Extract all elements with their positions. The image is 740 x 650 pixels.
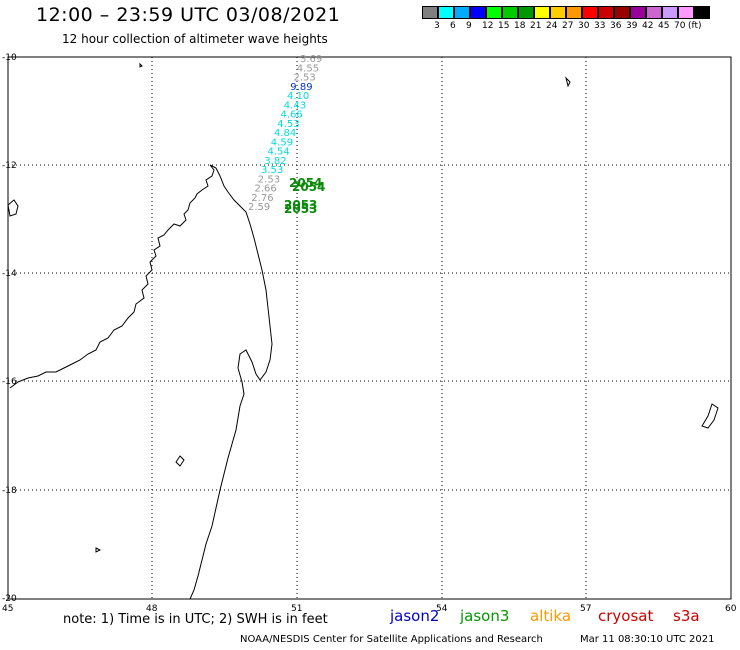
wave-height-label: 2.66 bbox=[255, 184, 277, 195]
legend-label: 39 bbox=[626, 21, 638, 31]
timestamp-text: Mar 11 08:30:10 UTC 2021 bbox=[580, 634, 715, 645]
map-frame bbox=[7, 56, 732, 600]
wave-height-label: 4.55 bbox=[297, 63, 319, 74]
satellite-jason3: jason3 bbox=[460, 607, 510, 625]
legend-swatch bbox=[630, 6, 646, 19]
legend-swatch bbox=[486, 6, 502, 19]
legend-label: 18 bbox=[514, 21, 526, 31]
legend-label: 45 bbox=[658, 21, 670, 31]
legend-swatch bbox=[438, 6, 454, 19]
wave-height-label: 4.43 bbox=[284, 100, 306, 111]
wave-height-label: 4.59 bbox=[271, 137, 293, 148]
lon-tick-label: 54 bbox=[436, 604, 448, 614]
legend-swatch bbox=[646, 6, 662, 19]
lon-tick-labels: 45 48 51 54 57 60 bbox=[2, 604, 737, 614]
pass-label: 2053 bbox=[284, 202, 317, 216]
legend-label: 15 bbox=[498, 21, 510, 31]
lat-tick-labels: -10 -12 -14 -16 -18 -20 bbox=[2, 53, 17, 604]
wave-height-label: 4.66 bbox=[281, 110, 303, 121]
lon-tick-label: 48 bbox=[146, 604, 158, 614]
legend-label: 36 bbox=[610, 21, 622, 31]
lat-tick-label: -12 bbox=[2, 161, 17, 171]
color-scale-legend bbox=[422, 6, 710, 19]
wave-height-label: 2.53 bbox=[258, 174, 280, 185]
lon-tick-label: 60 bbox=[725, 604, 737, 614]
wave-height-label: 4.84 bbox=[274, 128, 296, 139]
legend-swatch bbox=[550, 6, 566, 19]
wave-height-label: 4.54 bbox=[268, 147, 290, 158]
note-text: note: 1) Time is in UTC; 2) SWH is in fe… bbox=[63, 612, 328, 627]
lon-tick-label: 45 bbox=[2, 604, 13, 614]
legend-swatch bbox=[598, 6, 614, 19]
small-island bbox=[175, 455, 185, 467]
legend-label: 6 bbox=[450, 21, 456, 31]
pass-label: 2053 bbox=[284, 198, 317, 212]
wave-height-labels: 3.694.552.539.894.104.434.664.534.844.59… bbox=[248, 54, 322, 213]
satellite-jason2: jason2 bbox=[390, 607, 440, 625]
legend-label: 30 bbox=[578, 21, 590, 31]
legend-swatch bbox=[502, 6, 518, 19]
legend-label: 9 bbox=[466, 21, 472, 31]
pass-label: 2054 bbox=[292, 180, 325, 194]
lon-tick-label: 51 bbox=[291, 604, 302, 614]
small-island bbox=[565, 76, 571, 88]
credit-text: NOAA/NESDIS Center for Satellite Applica… bbox=[240, 634, 543, 645]
madagascar-coastline bbox=[9, 164, 273, 600]
legend-swatch bbox=[662, 6, 678, 19]
legend-unit: (ft) bbox=[688, 21, 702, 31]
legend-label: 24 bbox=[546, 21, 558, 31]
small-island bbox=[701, 403, 719, 429]
legend-swatch bbox=[582, 6, 598, 19]
wave-height-label: 9.89 bbox=[290, 82, 312, 93]
lat-tick-label: -16 bbox=[2, 377, 17, 387]
legend-label: 12 bbox=[482, 21, 494, 31]
legend-swatch bbox=[518, 6, 534, 19]
small-island bbox=[139, 62, 143, 68]
legend-label: 42 bbox=[642, 21, 654, 31]
lat-tick-label: -10 bbox=[2, 53, 17, 63]
lat-tick-label: -14 bbox=[2, 269, 17, 279]
small-island bbox=[7, 199, 19, 217]
wave-height-label: 2.76 bbox=[251, 193, 273, 204]
lat-tick-label: -20 bbox=[2, 594, 17, 604]
satellite-altika: altika bbox=[530, 607, 572, 625]
legend-label: 3 bbox=[434, 21, 440, 31]
lat-tick-label: -18 bbox=[2, 486, 17, 496]
wave-height-label: 4.10 bbox=[287, 91, 309, 102]
page-title: 12:00 – 23:59 UTC 03/08/2021 bbox=[36, 4, 341, 26]
legend-swatch bbox=[534, 6, 550, 19]
legend-label: 21 bbox=[530, 21, 542, 31]
satellite-s3a: s3a bbox=[673, 607, 700, 625]
wave-height-label: 4.53 bbox=[277, 119, 299, 130]
pass-labels: 2054 2054 2053 2053 bbox=[284, 176, 325, 216]
map-grid bbox=[8, 57, 731, 599]
legend-label: 70 bbox=[674, 21, 686, 31]
wave-height-label: 3.53 bbox=[261, 165, 283, 176]
page-subtitle: 12 hour collection of altimeter wave hei… bbox=[62, 32, 328, 46]
small-island bbox=[95, 547, 102, 553]
legend-swatch bbox=[614, 6, 630, 19]
wave-height-label: 2.59 bbox=[248, 202, 270, 213]
pass-label: 2054 bbox=[289, 176, 322, 190]
satellite-cryosat: cryosat bbox=[598, 607, 654, 625]
legend-swatch bbox=[678, 6, 694, 19]
wave-height-label: 2.53 bbox=[294, 73, 316, 84]
legend-swatch bbox=[694, 6, 710, 19]
wave-height-label: 3.69 bbox=[300, 54, 322, 65]
lon-tick-label: 57 bbox=[580, 604, 591, 614]
wave-height-label: 3.82 bbox=[264, 156, 286, 167]
legend-swatch bbox=[566, 6, 582, 19]
legend-swatch bbox=[470, 6, 486, 19]
legend-label: 27 bbox=[562, 21, 574, 31]
legend-swatch bbox=[422, 6, 438, 19]
legend-label: 33 bbox=[594, 21, 606, 31]
legend-swatch bbox=[454, 6, 470, 19]
